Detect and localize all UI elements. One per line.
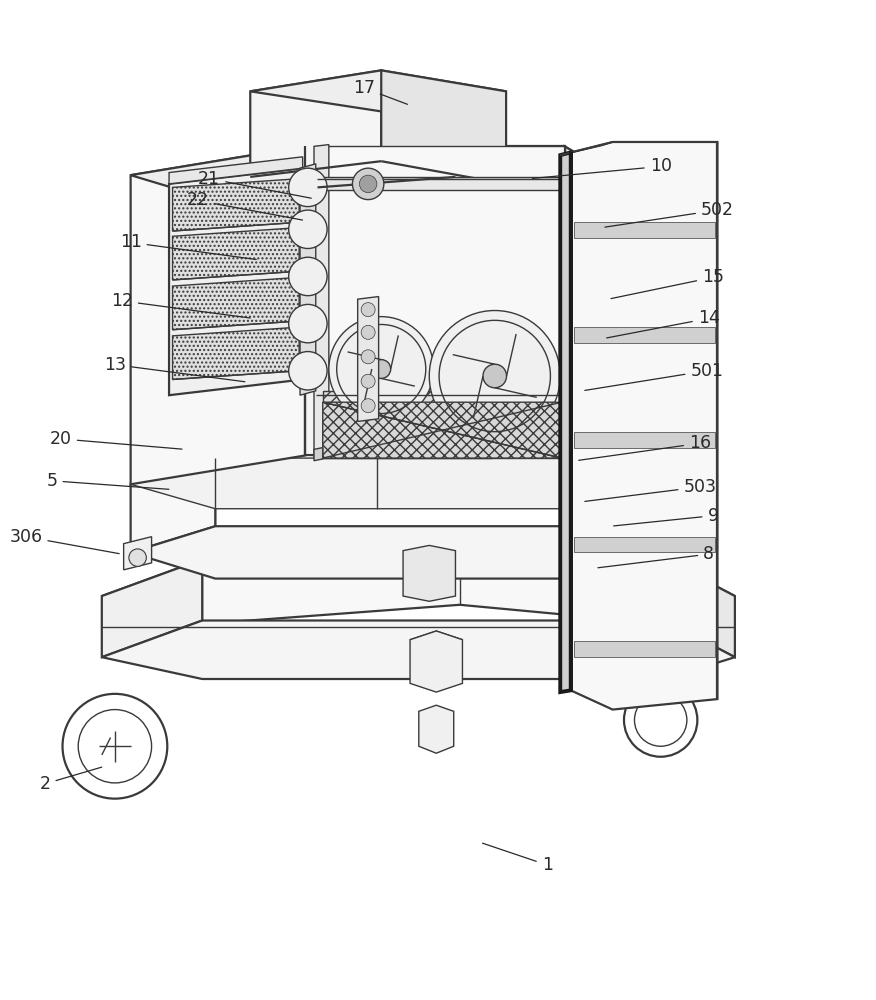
Text: 12: 12 <box>111 292 251 318</box>
Text: 5: 5 <box>46 472 169 490</box>
Circle shape <box>361 399 375 413</box>
Polygon shape <box>314 145 328 458</box>
Text: 501: 501 <box>585 362 724 390</box>
Text: 8: 8 <box>598 545 714 568</box>
Text: 10: 10 <box>533 157 672 178</box>
Polygon shape <box>102 539 735 624</box>
Text: 17: 17 <box>353 79 407 104</box>
Polygon shape <box>173 327 300 379</box>
Text: 21: 21 <box>198 170 311 198</box>
Text: 14: 14 <box>607 309 720 338</box>
Circle shape <box>429 311 561 441</box>
Polygon shape <box>575 641 715 657</box>
Polygon shape <box>575 222 715 238</box>
Polygon shape <box>665 559 735 657</box>
Circle shape <box>78 710 152 783</box>
Circle shape <box>361 303 375 317</box>
Polygon shape <box>169 168 302 395</box>
Circle shape <box>289 210 327 249</box>
Polygon shape <box>565 146 608 484</box>
Circle shape <box>129 549 146 566</box>
Polygon shape <box>131 458 608 509</box>
Circle shape <box>359 175 377 193</box>
Circle shape <box>289 352 327 390</box>
Polygon shape <box>102 559 202 657</box>
Polygon shape <box>410 631 463 692</box>
Polygon shape <box>357 297 378 421</box>
Polygon shape <box>169 157 302 184</box>
Circle shape <box>352 168 384 200</box>
Polygon shape <box>381 70 506 184</box>
Text: 20: 20 <box>50 430 182 449</box>
Polygon shape <box>322 402 562 458</box>
Polygon shape <box>173 277 300 330</box>
Polygon shape <box>315 146 565 458</box>
Polygon shape <box>305 146 565 458</box>
Circle shape <box>624 683 697 757</box>
Text: 15: 15 <box>611 268 724 299</box>
Polygon shape <box>173 228 300 280</box>
Circle shape <box>361 374 375 388</box>
Polygon shape <box>575 432 715 448</box>
Circle shape <box>289 304 327 343</box>
Text: 9: 9 <box>614 507 718 526</box>
Polygon shape <box>131 458 215 552</box>
Polygon shape <box>403 545 456 601</box>
Text: 2: 2 <box>39 767 102 793</box>
Text: 11: 11 <box>120 233 257 259</box>
Polygon shape <box>561 152 571 692</box>
Circle shape <box>361 325 375 339</box>
Text: 1: 1 <box>483 843 553 874</box>
Polygon shape <box>314 448 322 461</box>
Polygon shape <box>322 402 562 458</box>
Polygon shape <box>300 164 315 395</box>
Polygon shape <box>561 142 612 155</box>
Text: 22: 22 <box>187 191 302 220</box>
Text: 503: 503 <box>585 478 717 501</box>
Circle shape <box>371 360 391 378</box>
Polygon shape <box>565 458 608 579</box>
Polygon shape <box>102 621 735 679</box>
Polygon shape <box>575 537 715 552</box>
Polygon shape <box>575 327 715 343</box>
Text: 306: 306 <box>10 528 119 554</box>
Circle shape <box>289 168 327 207</box>
Polygon shape <box>317 177 562 190</box>
Circle shape <box>289 257 327 296</box>
Circle shape <box>328 317 434 421</box>
Circle shape <box>634 694 687 746</box>
Polygon shape <box>410 631 463 648</box>
Polygon shape <box>251 70 381 177</box>
Polygon shape <box>571 142 717 710</box>
Polygon shape <box>131 526 608 579</box>
Circle shape <box>361 350 375 364</box>
Polygon shape <box>419 705 454 753</box>
Polygon shape <box>322 391 492 458</box>
Polygon shape <box>131 146 305 484</box>
Polygon shape <box>131 146 608 228</box>
Text: 16: 16 <box>579 434 711 460</box>
Circle shape <box>62 694 167 799</box>
Text: 502: 502 <box>605 201 734 227</box>
Text: 13: 13 <box>104 356 245 382</box>
Polygon shape <box>124 537 152 570</box>
Circle shape <box>483 364 506 388</box>
Polygon shape <box>173 179 300 231</box>
Polygon shape <box>251 70 506 111</box>
